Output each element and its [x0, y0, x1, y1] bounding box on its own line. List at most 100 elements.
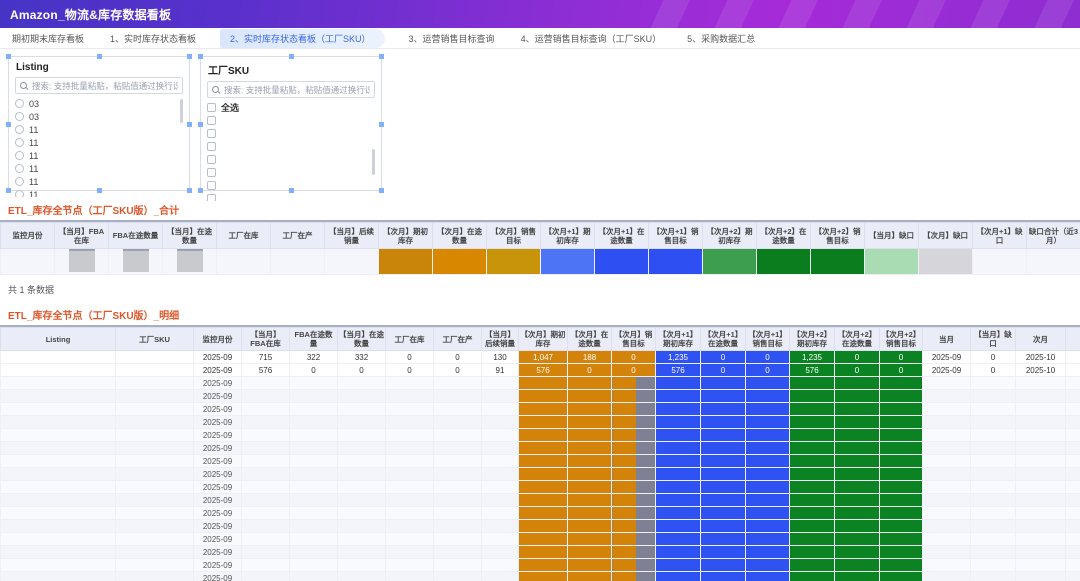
column-header[interactable]: 【当月】FBA在库 — [54, 222, 109, 249]
listing-item[interactable]: 11 — [15, 175, 183, 188]
column-header[interactable]: FBA在途数量 — [108, 222, 163, 249]
selection-handle[interactable] — [97, 54, 102, 59]
table-row[interactable]: 2025-09 715 322 332 0 0 130 1,047 188 0 1,235 0 0 1,2… — [0, 350, 1080, 364]
listing-item[interactable]: 11 — [15, 136, 183, 149]
selection-handle[interactable] — [198, 54, 203, 59]
sku-item[interactable] — [207, 140, 375, 153]
sku-search-box[interactable] — [207, 81, 375, 98]
column-header[interactable]: 【次月+1】期初库存 — [655, 327, 701, 351]
listing-item[interactable]: 11 — [15, 123, 183, 136]
listing-item[interactable]: 11 — [15, 162, 183, 175]
listing-scrollbar[interactable] — [180, 99, 183, 123]
column-header[interactable]: 【当月】后续销量 — [481, 327, 519, 351]
table-row[interactable]: 2025-09 — [0, 454, 1080, 468]
listing-item[interactable]: 03 — [15, 97, 183, 110]
column-header[interactable]: 【次月】期初库存 — [518, 327, 568, 351]
column-header[interactable]: 【次月】期初库存 — [378, 222, 433, 249]
column-header[interactable]: 工厂SKU — [115, 327, 194, 351]
column-header[interactable]: 【次月+2】期初库存 — [789, 327, 835, 351]
listing-item[interactable]: 11 — [15, 188, 183, 197]
selection-handle[interactable] — [6, 54, 11, 59]
table-row[interactable]: 2025-09 — [0, 571, 1080, 581]
selection-handle[interactable] — [289, 54, 294, 59]
column-header[interactable]: 【次月+2】期初库存 — [702, 222, 757, 249]
sku-item[interactable] — [207, 179, 375, 192]
selection-handle[interactable] — [6, 188, 11, 193]
sku-scrollbar[interactable] — [372, 149, 375, 175]
checkbox-icon[interactable] — [207, 181, 216, 190]
radio-icon[interactable] — [15, 190, 24, 197]
column-header[interactable]: 【当月】在途数量 — [337, 327, 386, 351]
selection-handle[interactable] — [289, 188, 294, 193]
selection-handle[interactable] — [379, 54, 384, 59]
column-header[interactable]: 【当月】缺口 — [864, 222, 919, 249]
radio-icon[interactable] — [15, 125, 24, 134]
table-row[interactable]: 2025-09 — [0, 545, 1080, 559]
tab-5[interactable]: 5、采购数据汇总 — [687, 33, 756, 44]
table-row[interactable]: 2025-09 — [0, 480, 1080, 494]
sku-item[interactable] — [207, 153, 375, 166]
column-header[interactable]: 【次月+1】销售目标 — [648, 222, 703, 249]
table-row[interactable]: 2025-09 — [0, 506, 1080, 520]
column-header[interactable]: 工厂在库 — [216, 222, 271, 249]
selection-handle[interactable] — [97, 188, 102, 193]
sku-search-input[interactable] — [224, 84, 370, 95]
column-header[interactable]: 次月 — [1015, 327, 1066, 351]
listing-item[interactable]: 03 — [15, 110, 183, 123]
selection-handle[interactable] — [6, 121, 11, 127]
sku-item[interactable] — [207, 114, 375, 127]
radio-icon[interactable] — [15, 138, 24, 147]
table-row[interactable]: 2025-09 — [0, 467, 1080, 481]
selection-handle[interactable] — [187, 121, 192, 127]
radio-icon[interactable] — [15, 99, 24, 108]
checkbox-icon[interactable] — [207, 168, 216, 177]
tab-4[interactable]: 4、运营销售目标查询（工厂SKU） — [520, 33, 662, 44]
selection-handle[interactable] — [198, 188, 203, 193]
table-row[interactable]: 2025-09 — [0, 441, 1080, 455]
column-header[interactable]: 【当月】缺口 — [970, 327, 1016, 351]
tab-3[interactable]: 3、运营销售目标查询 — [408, 33, 495, 44]
checkbox-icon[interactable] — [207, 155, 216, 164]
table-row[interactable]: 2025-09 576 0 0 0 0 91 576 0 0 576 0 0 576 0 0 2025-09 0 2… — [0, 363, 1080, 377]
table-row[interactable]: 2025-09 — [0, 558, 1080, 572]
radio-icon[interactable] — [15, 164, 24, 173]
column-header[interactable]: 缺口合计（近3月） — [1026, 222, 1080, 249]
selection-handle[interactable] — [187, 54, 192, 59]
tab-2[interactable]: 2、实时库存状态看板（工厂SKU） — [220, 28, 385, 48]
detail-table-wrap[interactable]: Listing 工厂SKU 监控月份 【当月】FBA在库 FBA在途数量 【当月】在途数量… — [0, 325, 1080, 581]
tab-0[interactable]: 期初期末库存看板 — [12, 33, 85, 44]
checkbox-icon[interactable] — [207, 194, 216, 201]
column-header[interactable]: 工厂在产 — [433, 327, 482, 351]
listing-search-input[interactable] — [32, 80, 178, 91]
table-row[interactable]: 2025-09 — [0, 532, 1080, 546]
column-header[interactable]: 【次月+1】在途数量 — [700, 327, 746, 351]
checkbox-icon[interactable] — [207, 142, 216, 151]
table-row[interactable]: 2025-09 — [0, 389, 1080, 403]
column-header[interactable]: 当月 — [922, 327, 971, 351]
column-header[interactable]: 【次月+1】期初库存 — [540, 222, 595, 249]
table-row[interactable] — [0, 248, 1080, 275]
column-header[interactable]: 【次月】在途数量 — [432, 222, 487, 249]
column-header[interactable]: 【次月】销售目标 — [486, 222, 541, 249]
column-header[interactable]: 【当月】在途数量 — [162, 222, 217, 249]
column-header[interactable]: 【次月+1】在途数量 — [594, 222, 649, 249]
radio-icon[interactable] — [15, 151, 24, 160]
column-header[interactable]: Listing — [0, 327, 116, 351]
column-header[interactable]: 【次月+1】缺口 — [972, 222, 1027, 249]
selection-handle[interactable] — [379, 188, 384, 193]
selection-handle[interactable] — [379, 121, 384, 127]
checkbox-icon[interactable] — [207, 116, 216, 125]
column-header[interactable]: 【当月】FBA在库 — [241, 327, 290, 351]
column-header[interactable]: 工厂在库 — [385, 327, 434, 351]
table-row[interactable]: 2025-09 — [0, 415, 1080, 429]
checkbox-icon[interactable] — [207, 129, 216, 138]
sku-item[interactable] — [207, 166, 375, 179]
factory-sku-filter-panel[interactable]: 工厂SKU 全选 — [198, 54, 384, 201]
radio-icon[interactable] — [15, 177, 24, 186]
selection-handle[interactable] — [187, 188, 192, 193]
table-row[interactable]: 2025-09 — [0, 519, 1080, 533]
sku-item[interactable] — [207, 192, 375, 201]
column-header[interactable]: FBA在途数量 — [289, 327, 338, 351]
column-header[interactable]: 【次月+1】销售目标 — [745, 327, 790, 351]
tab-1[interactable]: 1、实时库存状态看板 — [110, 33, 197, 44]
